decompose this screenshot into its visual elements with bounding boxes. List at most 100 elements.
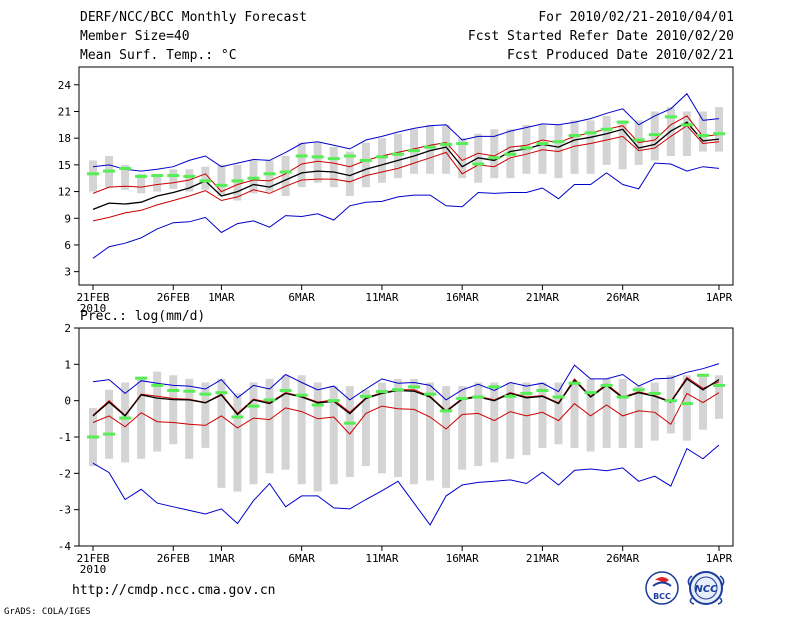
ensemble-marker (680, 402, 693, 406)
ensemble-marker (279, 388, 292, 392)
ensemble-box (297, 375, 306, 485)
x-tick-label: 21MAR (526, 291, 559, 304)
ensemble-box (377, 382, 386, 474)
temperature-panel: 3 6 9 12 15 18 21 24 21FEB 26FEB 1MAR 6MAR 11MAR 16MA… (58, 66, 734, 315)
forecast-period: For 2010/02/21-2010/04/01 (538, 10, 734, 25)
x-year-label: 2010 (80, 563, 107, 576)
ensemble-marker (456, 396, 469, 400)
x-tick-label: 1MAR (208, 552, 235, 565)
ensemble-marker (167, 174, 180, 178)
ensemble-marker (279, 170, 292, 174)
y-tick-label: 18 (58, 132, 71, 145)
ensemble-box (570, 120, 579, 174)
series-upper-spread-line (92, 115, 720, 194)
y-tick-label: 2 (64, 322, 71, 335)
ensemble-box (634, 386, 643, 448)
ensemble-box (217, 164, 226, 197)
bcc-logo: BCC (645, 571, 679, 605)
ensemble-marker (295, 154, 308, 158)
grads-credit: GrADS: COLA/IGES (4, 607, 91, 617)
ensemble-marker (472, 395, 485, 399)
ensemble-marker (440, 409, 453, 413)
ensemble-box (618, 120, 627, 170)
ensemble-box (121, 164, 130, 190)
ensemble-marker (600, 127, 613, 131)
ensemble-marker (568, 134, 581, 138)
member-size: Member Size=40 (80, 29, 190, 44)
source-url[interactable]: http://cmdp.ncc.cma.gov.cn (72, 583, 276, 598)
x-tick-label: 21FEB (76, 552, 109, 565)
ensemble-marker (135, 376, 148, 380)
y-tick-label: 9 (64, 212, 71, 225)
x-tick-label: 1MAR (208, 291, 235, 304)
ensemble-marker (664, 115, 677, 119)
ensemble-box (297, 142, 306, 188)
ensemble-box (313, 382, 322, 492)
precipitation-panel: -4 -3 -2 -1 0 1 2 21FEB 26FEB 1MAR 6MAR 11MAR 16MAR 2… (58, 322, 734, 576)
ensemble-marker (183, 174, 196, 178)
ensemble-box (265, 160, 274, 192)
ensemble-box (89, 160, 97, 192)
ensemble-marker (600, 383, 613, 387)
ensemble-box (506, 382, 515, 459)
x-tick-label: 21MAR (526, 552, 559, 565)
ensemble-box (538, 382, 547, 448)
ensemble-marker (343, 421, 356, 425)
ensemble-box (393, 378, 402, 477)
ensemble-marker (231, 415, 244, 419)
y-tick-label: 6 (64, 239, 71, 252)
ensemble-box (682, 375, 691, 441)
ensemble-marker (327, 157, 340, 161)
ensemble-marker (183, 389, 196, 393)
ensemble-marker (359, 158, 372, 162)
ensemble-box (233, 164, 242, 201)
x-tick-label: 1APR (706, 552, 733, 565)
ensemble-box (554, 382, 563, 445)
ensemble-box (570, 382, 579, 448)
ensemble-marker (263, 398, 276, 402)
ensemble-marker (231, 179, 244, 183)
ensemble-box (249, 382, 258, 485)
ensemble-box (281, 155, 290, 197)
ensemble-marker (504, 394, 517, 398)
ensemble-marker (247, 404, 260, 408)
y-tick-label: 0 (64, 395, 71, 408)
ensemble-marker (119, 416, 132, 420)
ensemble-box (345, 386, 354, 477)
ensemble-marker (472, 162, 485, 166)
ensemble-box (201, 166, 210, 190)
ensemble-box (329, 386, 338, 485)
ensemble-marker (520, 391, 533, 395)
ensemble-box (458, 138, 467, 179)
ensemble-box (586, 378, 595, 452)
ensemble-marker (536, 388, 549, 392)
ensemble-marker (456, 142, 469, 146)
y-tick-label: 15 (58, 159, 71, 172)
ensemble-marker (680, 123, 693, 127)
ensemble-box (233, 393, 242, 492)
ensemble-marker (215, 183, 228, 187)
x-tick-label: 26FEB (157, 291, 190, 304)
ensemble-marker (664, 399, 677, 403)
x-tick-label: 26MAR (606, 291, 639, 304)
ensemble-box (602, 378, 611, 448)
ensemble-marker (488, 156, 501, 160)
ensemble-box (715, 107, 723, 152)
ensemble-marker (696, 373, 709, 377)
ensemble-box (153, 371, 162, 452)
ensemble-box (217, 378, 226, 488)
y-tick-label: -4 (58, 540, 72, 553)
bcc-logo-text: BCC (653, 592, 671, 601)
y-tick-label: -1 (58, 431, 71, 444)
ensemble-marker (408, 385, 421, 389)
ensemble-marker (713, 132, 725, 136)
series-mean-line (92, 377, 720, 417)
ensemble-box (393, 133, 402, 179)
plot-frame (78, 327, 734, 547)
y-tick-label: -3 (58, 504, 71, 517)
y-tick-label: -2 (58, 467, 71, 480)
ensemble-box (137, 378, 146, 459)
series-max-line (92, 363, 720, 401)
x-tick-label: 11MAR (365, 552, 398, 565)
ensemble-box (137, 173, 146, 194)
